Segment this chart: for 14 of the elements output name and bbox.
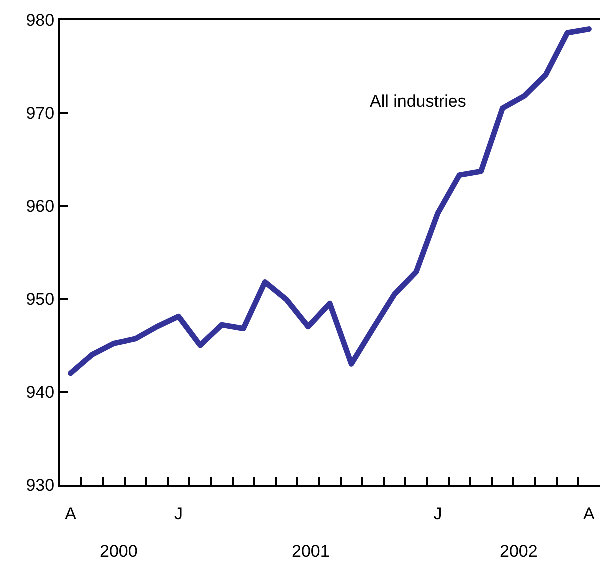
text: 2001 [292, 542, 330, 561]
y-tick-label: 950 [26, 290, 55, 309]
x-tick-label: A [65, 504, 78, 524]
y-tick-label: 980 [26, 10, 55, 30]
series-label: All industries [370, 92, 466, 111]
text: 2000 [100, 542, 138, 561]
y-tick-label: 940 [26, 382, 55, 402]
x-tick-label: J [434, 504, 442, 524]
x-tick-label: J [174, 504, 184, 524]
y-tick-label: 930 [26, 476, 55, 495]
x-tick-label: A [584, 504, 596, 524]
y-tick-label: 960 [26, 196, 55, 216]
text: 2002 [500, 542, 538, 561]
y-tick-label: 970 [26, 104, 55, 123]
